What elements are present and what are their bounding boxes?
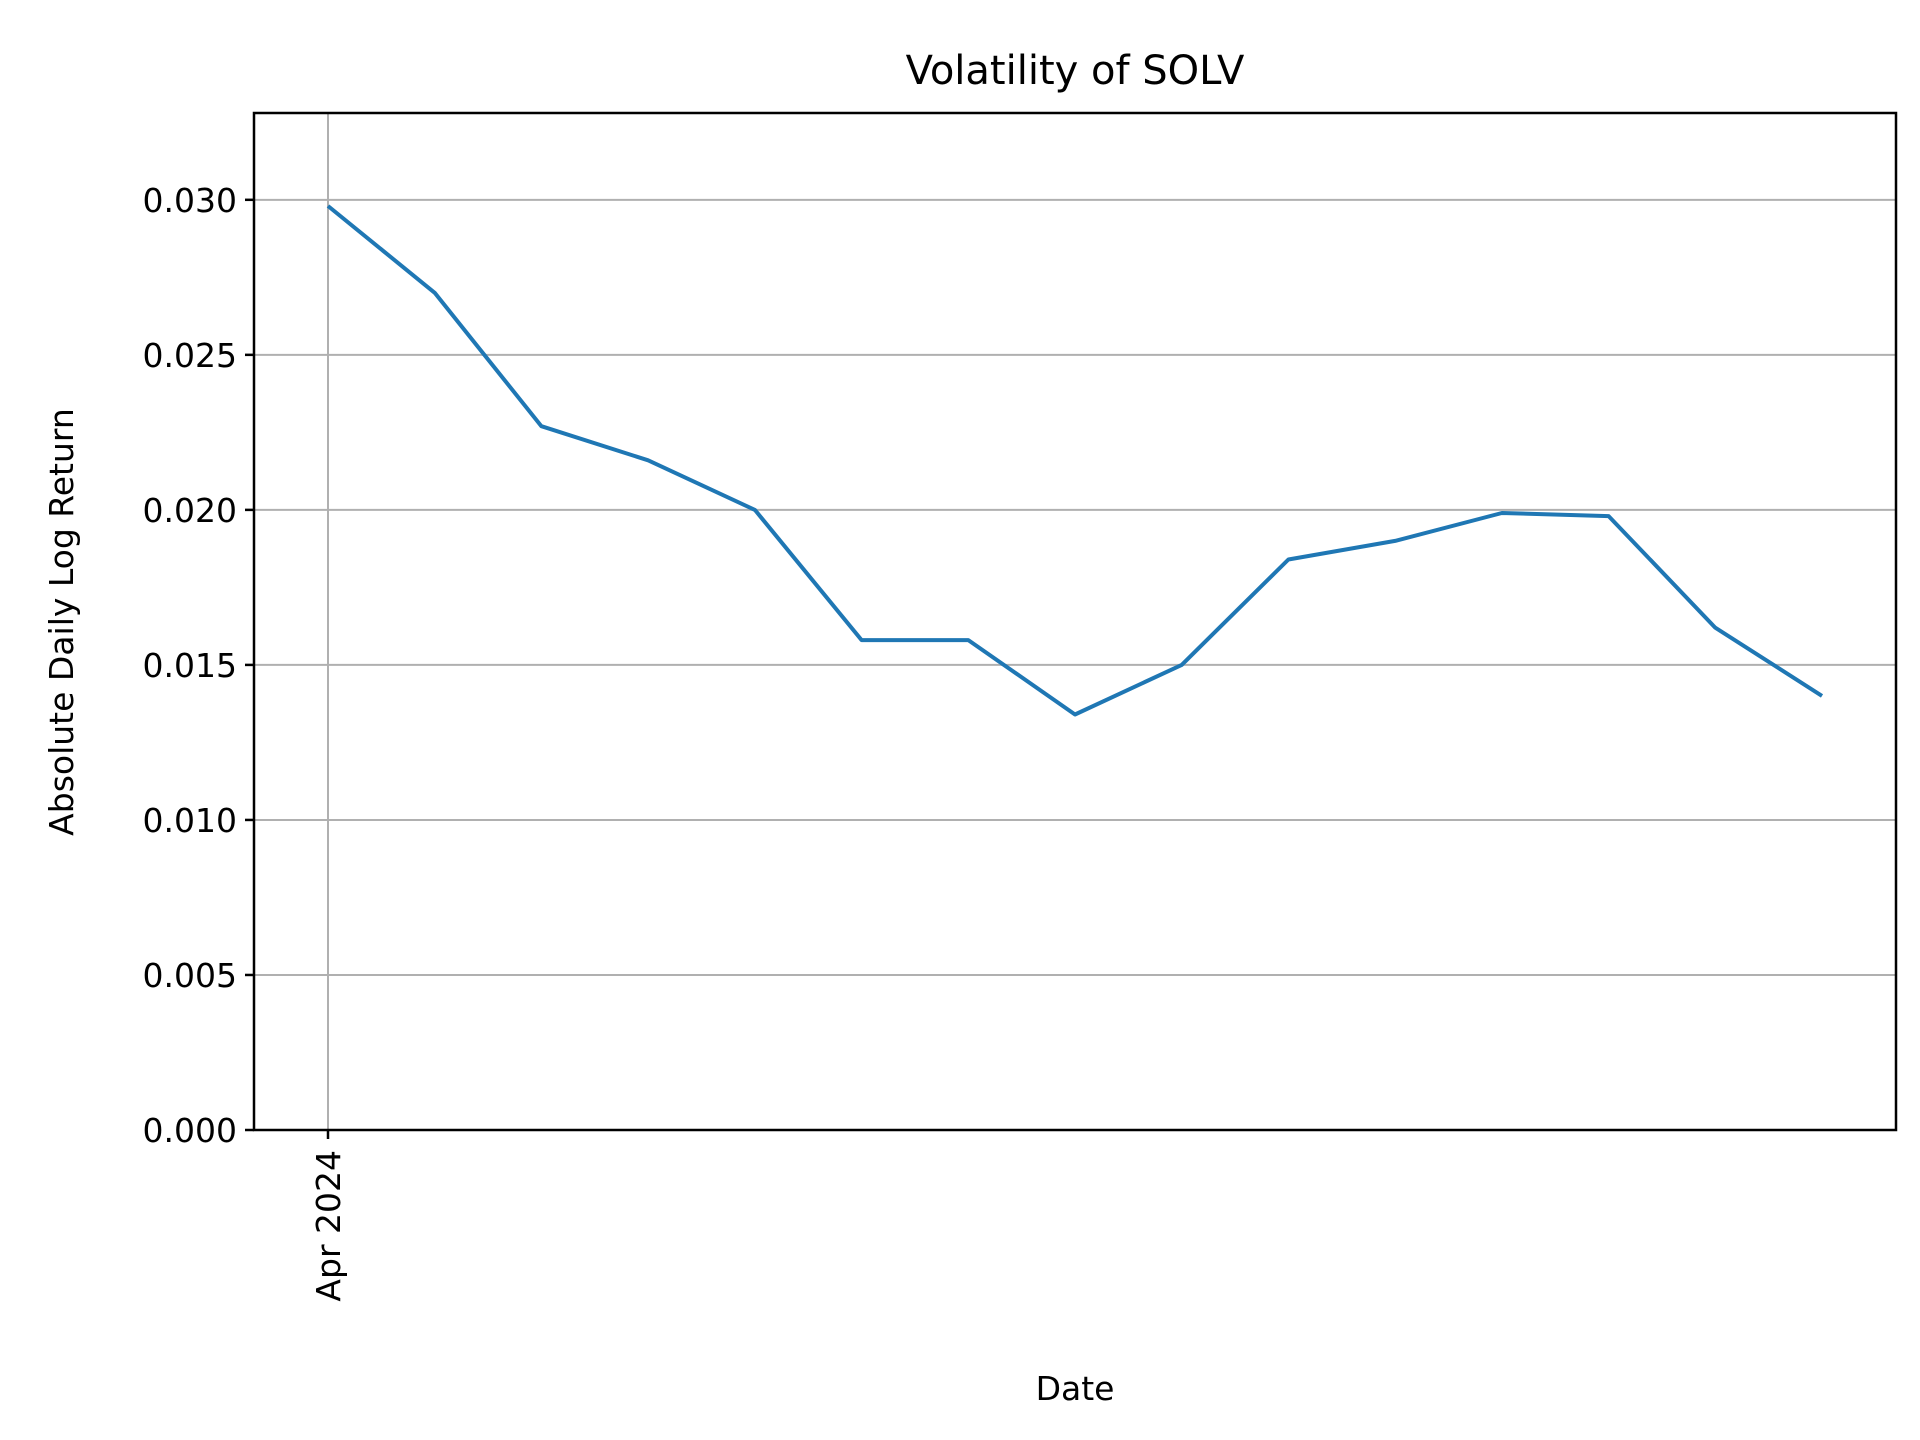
y-axis-ticks: 0.000 0.005 0.010 0.015 0.020 0.025 0.030 — [143, 181, 254, 1150]
y-tick-label: 0.030 — [143, 181, 237, 220]
x-tick-label: Apr 2024 — [309, 1150, 348, 1302]
volatility-line — [326, 204, 1824, 717]
x-axis-label: Date — [1036, 1369, 1115, 1408]
y-tick-label: 0.025 — [143, 336, 237, 375]
y-tick-label: 0.010 — [143, 801, 237, 840]
data-series — [326, 204, 1824, 717]
y-tick-label: 0.000 — [143, 1111, 237, 1150]
axes-frame — [252, 111, 1898, 1132]
x-axis-ticks: Apr 2024 — [309, 1130, 348, 1302]
y-axis-label: Absolute Daily Log Return — [42, 408, 81, 836]
y-tick-label: 0.020 — [143, 491, 237, 530]
grid-lines — [254, 113, 1896, 1131]
y-tick-label: 0.015 — [143, 646, 237, 685]
chart-title: Volatility of SOLV — [906, 48, 1245, 94]
y-tick-label: 0.005 — [143, 956, 237, 995]
